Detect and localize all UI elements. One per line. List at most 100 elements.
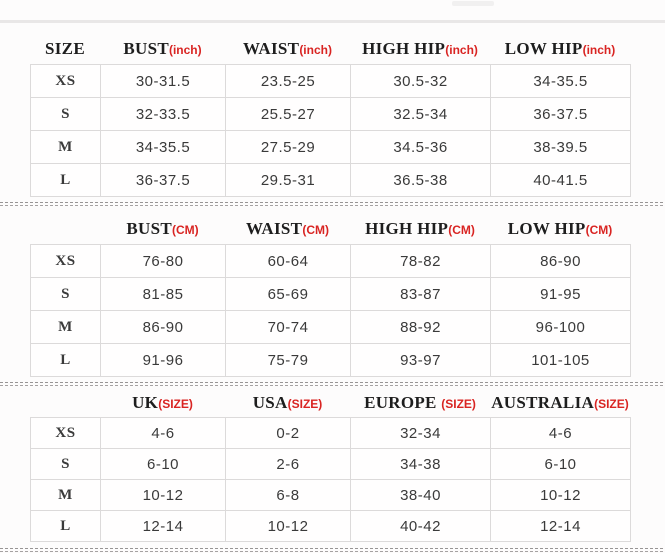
value-cell: 34.5-36	[350, 130, 491, 164]
column-header-europe: EUROPE (SIZE)	[350, 391, 490, 416]
size-cell: XS	[30, 417, 101, 449]
column-header-waist: WAIST(inch)	[225, 37, 350, 62]
column-header-bust: BUST(CM)	[100, 217, 225, 242]
value-cell: 10-12	[225, 510, 351, 542]
column-header-uk: UK(SIZE)	[100, 391, 225, 416]
value-cell: 88-92	[350, 310, 491, 344]
value-cell: 86-90	[100, 310, 226, 344]
value-cell: 91-95	[490, 277, 631, 311]
size-cell: M	[30, 479, 101, 511]
size-cell: S	[30, 97, 101, 131]
column-unit: (SIZE)	[441, 397, 476, 411]
size-cell: XS	[30, 244, 101, 278]
column-unit: (inch)	[299, 43, 332, 57]
value-cell: 25.5-27	[225, 97, 351, 131]
column-label: WAIST	[246, 219, 303, 238]
value-cell: 29.5-31	[225, 163, 351, 197]
value-cell: 38-39.5	[490, 130, 631, 164]
size-cell: S	[30, 448, 101, 480]
column-unit: (inch)	[445, 43, 478, 57]
column-unit: (inch)	[582, 43, 616, 57]
value-cell: 40-41.5	[490, 163, 631, 197]
value-cell: 32-33.5	[100, 97, 226, 131]
scan-artifact	[452, 1, 494, 6]
dotted-divider	[0, 202, 665, 206]
column-label: AUSTRALIA	[491, 393, 595, 412]
table-row: L 12-14 10-12 40-42 12-14	[30, 510, 631, 542]
column-header-waist: WAIST(CM)	[225, 217, 350, 242]
table-row: XS 76-80 60-64 78-82 86-90	[30, 244, 631, 278]
value-cell: 6-8	[225, 479, 351, 511]
table-row: S 32-33.5 25.5-27 32.5-34 36-37.5	[30, 97, 631, 131]
size-cell: M	[30, 310, 101, 344]
column-label: BUST	[126, 219, 172, 238]
value-cell: 12-14	[490, 510, 631, 542]
table-inches: XS 30-31.5 23.5-25 30.5-32 34-35.5 S 32-…	[30, 64, 631, 197]
column-unit: (CM)	[585, 223, 613, 237]
value-cell: 78-82	[350, 244, 491, 278]
value-cell: 10-12	[490, 479, 631, 511]
size-cell: L	[30, 163, 101, 197]
value-cell: 27.5-29	[225, 130, 351, 164]
value-cell: 38-40	[350, 479, 491, 511]
value-cell: 6-10	[100, 448, 226, 480]
top-divider	[0, 20, 665, 23]
column-header-bust: BUST(inch)	[100, 37, 225, 62]
value-cell: 4-6	[490, 417, 631, 449]
value-cell: 86-90	[490, 244, 631, 278]
table-row: M 10-12 6-8 38-40 10-12	[30, 479, 631, 511]
size-cell: S	[30, 277, 101, 311]
column-unit: (CM)	[448, 223, 475, 237]
value-cell: 2-6	[225, 448, 351, 480]
value-cell: 60-64	[225, 244, 351, 278]
value-cell: 32.5-34	[350, 97, 491, 131]
value-cell: 36-37.5	[100, 163, 226, 197]
value-cell: 30.5-32	[350, 64, 491, 98]
table-row: L 36-37.5 29.5-31 36.5-38 40-41.5	[30, 163, 631, 197]
column-header-low-hip: LOW HIP(inch)	[490, 37, 630, 62]
column-label: EUROPE	[364, 393, 442, 412]
column-label: LOW HIP	[504, 39, 583, 58]
table-row: S 81-85 65-69 83-87 91-95	[30, 277, 631, 311]
size-cell: M	[30, 130, 101, 164]
value-cell: 30-31.5	[100, 64, 226, 98]
dotted-divider	[0, 548, 665, 552]
size-cell: XS	[30, 64, 101, 98]
header-row-cm: BUST(CM) WAIST(CM) HIGH HIP(CM) LOW HIP(…	[30, 217, 630, 241]
size-cell: L	[30, 343, 101, 377]
table-row: XS 30-31.5 23.5-25 30.5-32 34-35.5	[30, 64, 631, 98]
table-row: S 6-10 2-6 34-38 6-10	[30, 448, 631, 480]
column-unit: (SIZE)	[287, 397, 323, 411]
column-label: WAIST	[243, 39, 300, 58]
value-cell: 76-80	[100, 244, 226, 278]
value-cell: 32-34	[350, 417, 491, 449]
header-row-inches: SIZE BUST(inch) WAIST(inch) HIGH HIP(inc…	[30, 37, 630, 61]
value-cell: 83-87	[350, 277, 491, 311]
table-row: XS 4-6 0-2 32-34 4-6	[30, 417, 631, 449]
table-international: XS 4-6 0-2 32-34 4-6 S 6-10 2-6 34-38 6-…	[30, 417, 631, 542]
value-cell: 34-35.5	[490, 64, 631, 98]
value-cell: 34-38	[350, 448, 491, 480]
table-row: M 34-35.5 27.5-29 34.5-36 38-39.5	[30, 130, 631, 164]
column-header-high-hip: HIGH HIP(CM)	[350, 217, 490, 242]
value-cell: 6-10	[490, 448, 631, 480]
header-row-international: UK(SIZE) USA(SIZE) EUROPE (SIZE) AUSTRAL…	[30, 391, 630, 415]
value-cell: 65-69	[225, 277, 351, 311]
value-cell: 81-85	[100, 277, 226, 311]
value-cell: 101-105	[490, 343, 631, 377]
dotted-divider	[0, 382, 665, 386]
value-cell: 75-79	[225, 343, 351, 377]
value-cell: 0-2	[225, 417, 351, 449]
column-label: SIZE	[45, 39, 85, 58]
column-header-high-hip: HIGH HIP(inch)	[350, 37, 490, 62]
column-header-size: SIZE	[30, 37, 100, 62]
value-cell: 91-96	[100, 343, 226, 377]
column-unit: (CM)	[302, 223, 329, 237]
column-label: BUST	[123, 39, 169, 58]
value-cell: 93-97	[350, 343, 491, 377]
size-chart-content: SIZE BUST(inch) WAIST(inch) HIGH HIP(inc…	[0, 23, 665, 552]
column-label: LOW HIP	[507, 219, 586, 238]
value-cell: 36.5-38	[350, 163, 491, 197]
column-unit: (CM)	[171, 223, 199, 237]
